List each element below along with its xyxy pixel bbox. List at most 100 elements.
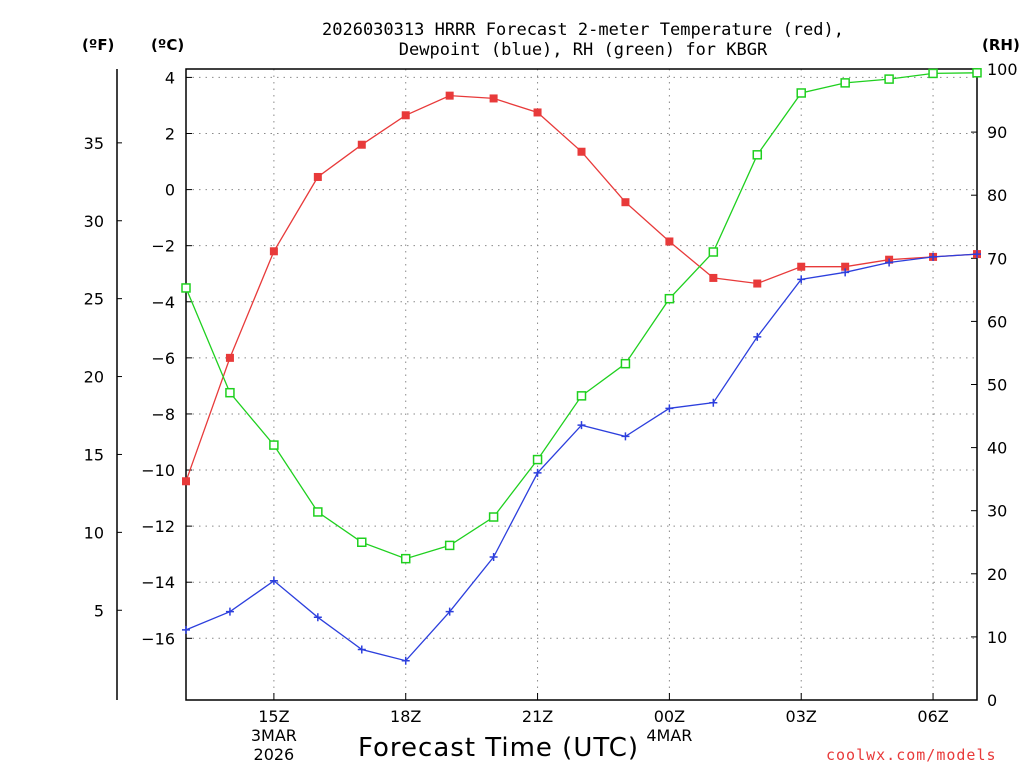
rh-point <box>225 387 235 398</box>
source-credit: coolwx.com/models <box>826 746 997 764</box>
fahrenheit-tick-label: 30 <box>84 212 104 231</box>
celsius-tick-label: −6 <box>151 349 175 368</box>
celsius-tick-label: −2 <box>151 237 175 256</box>
x-axis-title: Forecast Time (UTC) <box>358 733 640 763</box>
dewpoint-point <box>533 468 542 477</box>
dewpoint-point <box>401 656 410 665</box>
rh-point <box>928 68 938 79</box>
rh-point <box>400 553 411 564</box>
fahrenheit-tick-label: 35 <box>84 134 104 153</box>
rh-point <box>796 88 806 98</box>
dewpoint-point <box>489 552 498 561</box>
2-meter-temperature-point <box>577 147 586 156</box>
x-tick-label: 18Z <box>390 707 421 726</box>
2-meter-temperature-point <box>269 247 278 256</box>
dewpoint-point <box>973 250 981 259</box>
celsius-tick-label: −4 <box>151 293 175 312</box>
dewpoint-point <box>665 404 674 413</box>
fahrenheit-unit-label: (ºF) <box>82 36 115 54</box>
2-meter-temperature-point <box>401 111 410 120</box>
rh-tick-label: 80 <box>987 186 1007 205</box>
rh-point <box>313 507 323 517</box>
rh-tick-label: 40 <box>987 439 1007 458</box>
rh-point <box>576 391 587 401</box>
dewpoint-point <box>841 268 850 277</box>
rh-point <box>840 78 850 88</box>
rh-point <box>620 358 631 369</box>
x-tick-label: 21Z <box>522 707 553 726</box>
plot-frame <box>185 68 978 701</box>
dewpoint-point <box>269 576 278 585</box>
dewpoint-point <box>621 432 630 441</box>
2-meter-temperature-point <box>797 262 806 271</box>
x-tick-label: 00Z <box>654 707 685 726</box>
celsius-tick-label: −8 <box>151 405 175 424</box>
rh-point <box>708 247 719 257</box>
celsius-tick-label: 2 <box>165 125 175 144</box>
celsius-tick-label: −10 <box>141 461 175 480</box>
dewpoint-point <box>225 607 234 616</box>
x-tick-label: 15Z <box>258 707 289 726</box>
rh-tick-label: 10 <box>987 628 1007 647</box>
2-meter-temperature-point <box>841 262 850 271</box>
dewpoint-point <box>313 613 322 622</box>
fahrenheit-tick-label: 25 <box>84 290 104 309</box>
dewpoint-point <box>182 625 190 634</box>
rh-point <box>884 74 894 84</box>
dewpoint-point <box>709 398 718 407</box>
fahrenheit-tick-label: 20 <box>84 368 104 387</box>
rh-point <box>181 283 191 293</box>
2-meter-temperature-point <box>665 237 674 246</box>
x-tick-year-label: 2026 <box>254 745 295 764</box>
2-meter-temperature-point <box>445 91 454 100</box>
rh-point <box>664 293 675 304</box>
x-tick-label: 06Z <box>917 707 948 726</box>
celsius-tick-label: −16 <box>141 629 175 648</box>
x-tick-date-label: 4MAR <box>646 726 692 745</box>
rh-tick-label: 60 <box>987 312 1007 331</box>
rh-point <box>752 150 763 160</box>
2-meter-temperature-point <box>709 273 718 282</box>
dewpoint-point <box>797 275 806 284</box>
chart-title-line-1: 2026030313 HRRR Forecast 2-meter Tempera… <box>322 20 844 40</box>
rh-point <box>269 440 279 450</box>
dewpoint-point <box>357 645 366 654</box>
rh-tick-label: 50 <box>987 376 1007 395</box>
celsius-tick-label: −12 <box>141 517 175 536</box>
rh-tick-label: 30 <box>987 502 1007 521</box>
dewpoint-point <box>753 332 762 341</box>
rh-point <box>532 454 543 465</box>
dewpoint-point <box>929 252 938 261</box>
dewpoint-line <box>185 253 978 662</box>
2-meter-temperature-point <box>533 108 542 117</box>
rh-tick-label: 0 <box>987 691 997 710</box>
celsius-unit-label: (ºC) <box>151 36 185 54</box>
2-meter-temperature-point <box>225 353 234 362</box>
rh-tick-label: 70 <box>987 249 1007 268</box>
rh-tick-label: 20 <box>987 565 1007 584</box>
dewpoint-point <box>445 607 454 616</box>
fahrenheit-tick-label: 15 <box>84 445 104 464</box>
fahrenheit-tick-label: 10 <box>84 523 104 542</box>
fahrenheit-tick-label: 5 <box>94 601 104 620</box>
x-tick-label: 03Z <box>786 707 817 726</box>
celsius-tick-label: 4 <box>165 68 175 87</box>
x-tick-date-label: 3MAR <box>251 726 297 745</box>
dewpoint-point <box>885 258 894 267</box>
celsius-tick-label: 0 <box>165 181 175 200</box>
2-meter-temperature-point <box>753 279 762 288</box>
rh-point <box>488 512 499 522</box>
2-meter-temperature-point <box>357 140 366 149</box>
2-meter-temperature-point <box>182 477 190 486</box>
rh-point <box>357 537 367 547</box>
2-meter-temperature-point <box>313 172 322 181</box>
rh-unit-label: (RH) <box>982 36 1020 54</box>
2-meter-temperature-point <box>621 198 630 207</box>
2-meter-temperature-point <box>489 94 498 103</box>
chart-title-line-2: Dewpoint (blue), RH (green) for KBGR <box>398 40 768 60</box>
rh-tick-label: 100 <box>987 60 1018 79</box>
rh-tick-label: 90 <box>987 123 1007 142</box>
dewpoint-point <box>577 421 586 430</box>
rh-point <box>972 68 982 78</box>
